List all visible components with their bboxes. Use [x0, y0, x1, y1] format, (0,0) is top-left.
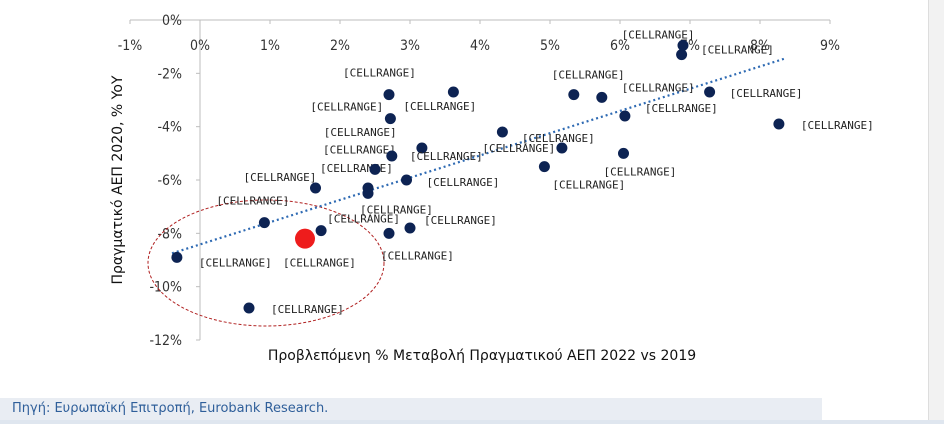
data-point: [568, 89, 580, 101]
point-label: [CELLRANGE]: [324, 126, 397, 139]
data-point: [596, 91, 608, 103]
data-point: [243, 302, 255, 314]
point-label: [CELLRANGE]: [730, 87, 803, 100]
point-label: [CELLRANGE]: [320, 162, 393, 175]
point-label: [CELLRANGE]: [199, 256, 272, 269]
y-tick-label: -12%: [149, 333, 182, 349]
data-point: [362, 187, 374, 199]
point-label: [CELLRANGE]: [801, 119, 874, 132]
x-tick-label: 0%: [190, 38, 210, 54]
data-point: [618, 147, 629, 159]
point-label: [CELLRANGE]: [645, 102, 718, 115]
x-tick-label: 3%: [400, 38, 420, 54]
x-tick-label: 4%: [470, 38, 490, 54]
point-label: [CELLRANGE]: [552, 179, 625, 192]
point-label: [CELLRANGE]: [410, 150, 483, 163]
point-label: [CELLRANGE]: [343, 67, 416, 80]
x-tick-label: -1%: [118, 38, 143, 54]
point-label: [CELLRANGE]: [244, 171, 317, 184]
y-tick-label: -8%: [157, 226, 182, 242]
x-tick-label: 8%: [750, 38, 770, 54]
y-tick-label: 0%: [162, 13, 182, 29]
y-axis-title: Πραγματικό ΑΕΠ 2020, % YoY: [110, 75, 126, 284]
side-scrollbar: [928, 0, 944, 424]
point-label: [CELLRANGE]: [403, 100, 476, 113]
point-label: [CELLRANGE]: [482, 142, 555, 155]
data-point: [447, 86, 459, 98]
point-label: [CELLRANGE]: [522, 132, 595, 145]
x-tick-label: 5%: [540, 38, 560, 54]
axes: -1% 0% 1% 2% 3% 4% 5% 6% 7% 8% 9%0%-2%-4%-6%-8%-10…: [118, 13, 840, 349]
footer-bar: Πηγή: Ευρωπαϊκή Επιτροπή, Eurobank Resea…: [0, 398, 822, 420]
data-point: [773, 118, 785, 130]
data-point: [171, 251, 183, 263]
data-point: [315, 225, 327, 237]
data-point: [416, 142, 428, 154]
data-point: [496, 126, 508, 138]
x-tick-label: 2%: [330, 38, 350, 54]
data-point: [619, 110, 631, 122]
y-tick-label: -6%: [157, 173, 182, 189]
data-point: [384, 113, 396, 125]
point-label: [CELLRANGE]: [381, 249, 454, 262]
point-label: [CELLRANGE]: [216, 195, 289, 208]
data-point: [538, 161, 550, 173]
data-point: [258, 217, 270, 229]
point-label: [CELLRANGE]: [271, 303, 344, 316]
point-label: [CELLRANGE]: [323, 143, 396, 156]
x-tick-label: 9%: [820, 38, 840, 54]
point-label: [CELLRANGE]: [424, 214, 497, 227]
data-point: [556, 142, 568, 154]
x-axis-title: Προβλεπόμενη % Μεταβολή Πραγματικού ΑΕΠ …: [268, 348, 696, 364]
x-tick-label: 1%: [260, 38, 280, 54]
data-points: [CELLRANGE][CELLRANGE][CELLRANGE][CELLRA…: [171, 29, 874, 316]
point-label: [CELLRANGE]: [310, 101, 383, 114]
point-label: [CELLRANGE]: [360, 203, 433, 216]
data-point: [676, 49, 688, 61]
y-tick-label: -10%: [149, 280, 182, 296]
point-label: [CELLRANGE]: [622, 81, 695, 94]
point-label: [CELLRANGE]: [427, 176, 500, 189]
point-label: [CELLRANGE]: [283, 257, 356, 270]
highlight-ellipse: [147, 199, 385, 327]
point-label: [CELLRANGE]: [327, 213, 400, 226]
scatter-chart: -1% 0% 1% 2% 3% 4% 5% 6% 7% 8% 9%0%-2%-4%-6%-8%-10…: [0, 0, 922, 398]
source-note: Πηγή: Ευρωπαϊκή Επιτροπή, Eurobank Resea…: [12, 401, 329, 416]
data-point: [386, 150, 398, 162]
point-label: [CELLRANGE]: [701, 43, 774, 56]
data-point: [310, 182, 321, 194]
data-point: [401, 174, 412, 186]
point-label: [CELLRANGE]: [552, 69, 625, 82]
x-tick-label: 6%: [610, 38, 630, 54]
data-point: [677, 39, 689, 51]
data-point: [383, 227, 395, 239]
data-point: [369, 163, 381, 175]
data-point: [704, 86, 716, 98]
y-tick-label: -2%: [157, 66, 182, 82]
point-label: [CELLRANGE]: [604, 165, 677, 178]
data-point: [383, 89, 395, 101]
data-point: [404, 222, 416, 234]
highlight-point: [295, 228, 315, 249]
bottom-rule: [0, 420, 944, 424]
point-label: [CELLRANGE]: [622, 29, 695, 42]
y-tick-label: -4%: [157, 120, 182, 136]
chart-background: [0, 0, 922, 398]
trendline: [171, 57, 785, 255]
